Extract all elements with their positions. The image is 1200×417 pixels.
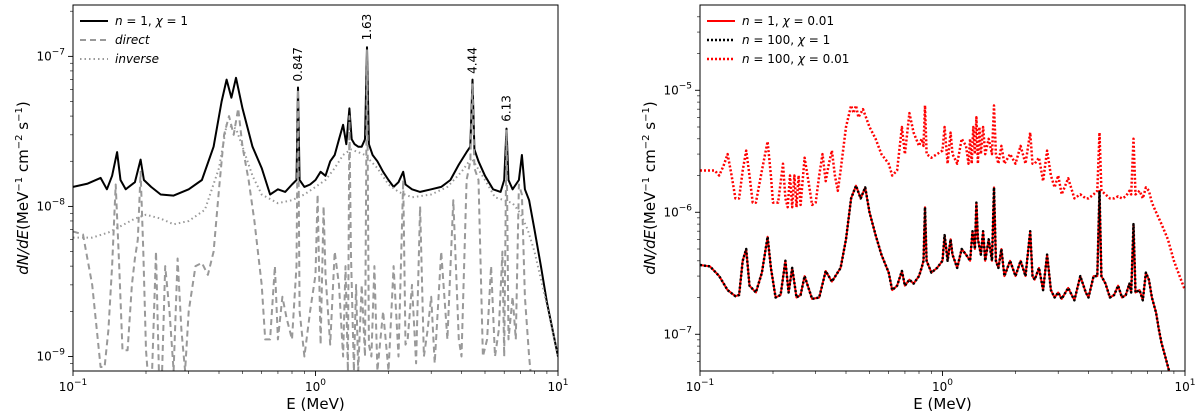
axes-frame <box>699 4 1186 372</box>
legend-value: = 1 <box>163 14 188 28</box>
x-tick-label: 100 <box>305 378 326 394</box>
y-tick-base: 10 <box>36 49 51 63</box>
x-tick-label: 100 <box>932 378 953 394</box>
y-label-quantity: dN/dE <box>14 229 32 274</box>
peak-annotation: 1.63 <box>360 14 374 41</box>
x-axis-label: E (MeV) <box>286 395 344 413</box>
series-lines <box>73 46 558 371</box>
peak-annotation: 0.847 <box>291 47 305 81</box>
y-label-exponent: −1 <box>641 177 652 192</box>
x-tick-exponent: 1 <box>1190 378 1196 388</box>
y-label-unit: cm <box>641 149 659 177</box>
y-tick-exponent: −9 <box>52 347 66 357</box>
x-tick-label: 101 <box>1174 378 1195 394</box>
legend-value: = 100, <box>750 52 798 66</box>
legend-label: n = 1, χ = 1 <box>115 14 188 28</box>
legend-var: χ <box>797 33 806 47</box>
legend-var: n <box>115 14 123 28</box>
x-tick-base: 10 <box>547 380 562 394</box>
x-tick-base: 10 <box>305 380 320 394</box>
y-tick-exponent: −7 <box>52 47 65 57</box>
legend-value: = 0.01 <box>805 52 849 66</box>
legend-var: n <box>742 52 750 66</box>
minor-ticks <box>697 16 1175 374</box>
y-tick-label: 10−7 <box>663 325 692 341</box>
y-label-exponent: −2 <box>641 134 652 149</box>
y-label-unit: cm <box>14 149 32 177</box>
y-tick-base: 10 <box>36 349 51 363</box>
legend-var: χ <box>797 52 806 66</box>
x-axis-label: E (MeV) <box>913 395 971 413</box>
y-tick-label: 10−9 <box>36 347 65 363</box>
x-tick-base: 10 <box>59 380 74 394</box>
legend-var: inverse <box>115 52 159 66</box>
legend-label: n = 100, χ = 0.01 <box>742 52 849 66</box>
y-axis-label: dN/dE(MeV−1 cm−2 s−1) <box>14 101 32 274</box>
x-tick-base: 10 <box>686 380 701 394</box>
legend-value: = 100, <box>750 33 798 47</box>
legend-value: = 1 <box>805 33 830 47</box>
y-label-unit: s <box>641 122 659 135</box>
x-tick-exponent: 0 <box>947 378 953 388</box>
legend-value: = 0.01 <box>790 14 834 28</box>
series-line-2 <box>73 49 532 371</box>
legend: n = 1, χ = 1 direct inverse <box>80 14 188 66</box>
legend: n = 1, χ = 0.01n = 100, χ = 1n = 100, χ … <box>707 14 849 66</box>
legend-value: = 1, <box>123 14 156 28</box>
y-label-unit: (MeV <box>641 191 659 230</box>
legend-label: n = 1, χ = 0.01 <box>742 14 834 28</box>
series-line-3 <box>700 104 1185 291</box>
y-tick-exponent: −5 <box>679 81 692 91</box>
legend-label: n = 100, χ = 1 <box>742 33 830 47</box>
y-tick-base: 10 <box>663 83 678 97</box>
x-tick-exponent: 0 <box>320 378 326 388</box>
y-label-unit: ) <box>14 101 32 107</box>
legend-var: n <box>742 14 750 28</box>
y-tick-exponent: −8 <box>52 197 66 207</box>
peak-annotation: 4.44 <box>465 47 479 74</box>
x-tick-exponent: 1 <box>563 378 569 388</box>
y-label-exponent: −2 <box>14 134 25 149</box>
legend-label: inverse <box>115 52 159 66</box>
y-label-unit: s <box>14 122 32 135</box>
legend-value: = 1, <box>750 14 783 28</box>
y-label-exponent: −1 <box>641 107 652 122</box>
y-tick-label: 10−7 <box>36 47 65 63</box>
series-lines <box>700 104 1185 371</box>
x-tick-exponent: −1 <box>74 378 87 388</box>
y-axis-label: dN/dE(MeV−1 cm−2 s−1) <box>641 101 659 274</box>
y-label-unit: ) <box>641 101 659 107</box>
y-tick-exponent: −6 <box>679 203 693 213</box>
series-line-1 <box>73 46 558 357</box>
y-tick-label: 10−5 <box>663 81 692 97</box>
legend-var: n <box>742 33 750 47</box>
x-tick-label: 101 <box>547 378 568 394</box>
legend-label: direct <box>115 33 151 47</box>
y-tick-label: 10−8 <box>36 197 65 213</box>
y-label-exponent: −1 <box>14 177 25 192</box>
y-tick-base: 10 <box>663 205 678 219</box>
y-tick-exponent: −7 <box>679 325 692 335</box>
legend-var: χ <box>155 14 164 28</box>
x-tick-base: 10 <box>1174 380 1189 394</box>
series-line-2 <box>700 184 1171 371</box>
x-tick-label: 10−1 <box>686 378 715 394</box>
legend-var: χ <box>782 14 791 28</box>
y-tick-base: 10 <box>663 327 678 341</box>
legend-var: direct <box>115 33 151 47</box>
x-tick-base: 10 <box>932 380 947 394</box>
axes-frame <box>72 4 559 372</box>
y-label-unit: (MeV <box>14 191 32 230</box>
x-tick-exponent: −1 <box>701 378 714 388</box>
y-tick-label: 10−6 <box>663 203 692 219</box>
x-tick-label: 10−1 <box>59 378 88 394</box>
y-label-exponent: −1 <box>14 107 25 122</box>
y-label-quantity: dN/dE <box>641 229 659 274</box>
y-tick-base: 10 <box>36 199 51 213</box>
peak-annotation: 6.13 <box>499 95 513 122</box>
